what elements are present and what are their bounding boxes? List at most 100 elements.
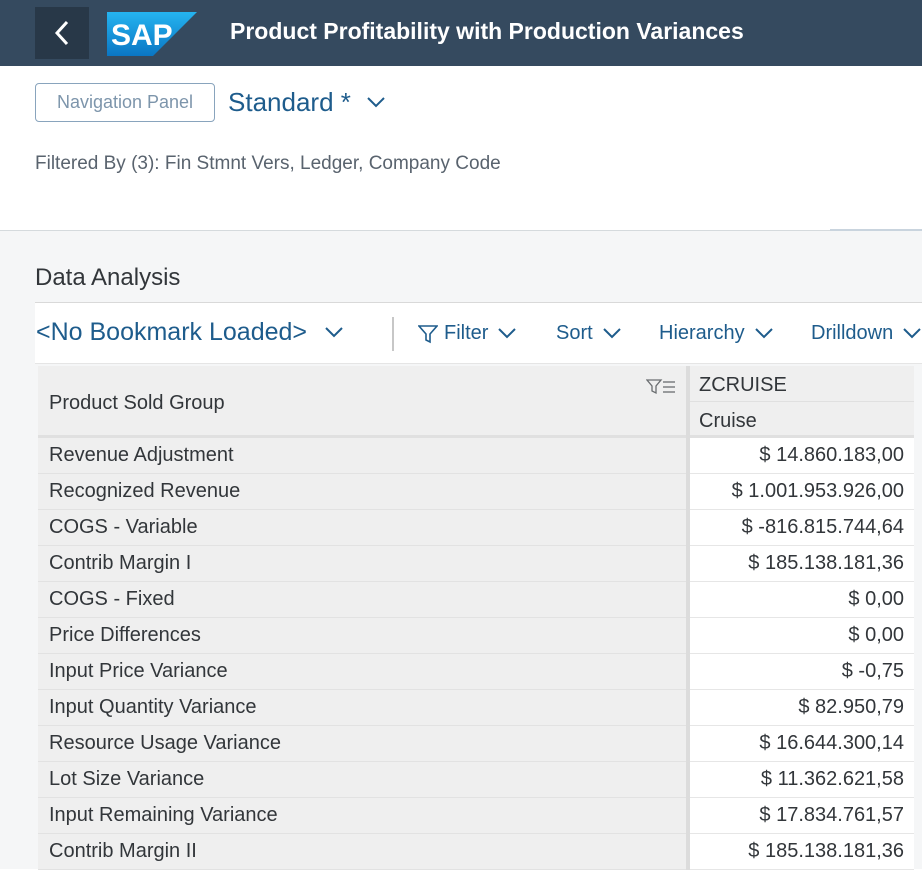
value-cell[interactable]: $ 185.138.181,36 — [690, 834, 914, 870]
navigation-panel-button[interactable]: Navigation Panel — [35, 83, 215, 122]
filtered-by-text: Filtered By (3): Fin Stmnt Vers, Ledger,… — [35, 153, 501, 174]
table-row[interactable]: COGS - Variable $ -816.815.744,64 — [38, 510, 914, 546]
cell-value: $ -0,75 — [841, 660, 904, 682]
cell-value: $ 185.138.181,36 — [748, 552, 904, 574]
row-label-cell[interactable]: COGS - Variable — [38, 510, 686, 546]
filter-sort-icon[interactable] — [646, 378, 676, 396]
table-row[interactable]: Input Price Variance $ -0,75 — [38, 654, 914, 690]
drilldown-label: Drilldown — [811, 322, 894, 344]
chevron-down-icon — [754, 328, 773, 339]
section-title: Data Analysis — [35, 264, 181, 291]
chevron-down-icon — [602, 328, 621, 339]
cell-value: $ 0,00 — [848, 588, 904, 610]
svg-text:SAP: SAP — [111, 19, 173, 52]
table-row[interactable]: COGS - Fixed $ 0,00 — [38, 582, 914, 618]
table-row[interactable]: Resource Usage Variance $ 16.644.300,14 — [38, 726, 914, 762]
row-label: Lot Size Variance — [49, 768, 205, 790]
app-title: Product Profitability with Production Va… — [230, 18, 744, 44]
filter-label: Filter — [444, 322, 489, 344]
value-cell[interactable]: $ -816.815.744,64 — [690, 510, 914, 546]
row-label: COGS - Fixed — [49, 588, 175, 610]
sort-menu-button[interactable]: Sort — [556, 322, 621, 345]
variant-name: Standard * — [228, 87, 351, 117]
row-label-cell[interactable]: Input Price Variance — [38, 654, 686, 690]
navigation-panel-label: Navigation Panel — [56, 92, 194, 112]
row-label: COGS - Variable — [49, 516, 198, 538]
bookmark-label: <No Bookmark Loaded> — [36, 318, 308, 346]
column-key-label: ZCRUISE — [699, 374, 787, 396]
row-label: Input Price Variance — [49, 660, 228, 682]
bookmark-selector[interactable]: <No Bookmark Loaded> — [36, 318, 343, 347]
cell-value: $ 11.362.621,58 — [760, 768, 904, 790]
sap-logo: SAP — [107, 12, 197, 56]
chevron-down-icon — [325, 327, 343, 338]
value-cell[interactable]: $ 14.860.183,00 — [690, 438, 914, 474]
column-text-label: Cruise — [699, 410, 757, 432]
row-label-cell[interactable]: Contrib Margin II — [38, 834, 686, 870]
value-cell[interactable]: $ 11.362.621,58 — [690, 762, 914, 798]
row-header-cell[interactable]: Product Sold Group — [38, 366, 686, 438]
hierarchy-label: Hierarchy — [659, 322, 745, 344]
table-row[interactable]: Input Remaining Variance $ 17.834.761,57 — [38, 798, 914, 834]
drilldown-menu-button[interactable]: Drilldown — [811, 322, 921, 345]
cell-value: $ 14.860.183,00 — [759, 444, 904, 466]
table-row[interactable]: Input Quantity Variance $ 82.950,79 — [38, 690, 914, 726]
filter-menu-button[interactable]: Filter — [418, 322, 517, 345]
cell-value: $ 17.834.761,57 — [759, 804, 904, 826]
chevron-down-icon — [903, 328, 921, 339]
variant-selector[interactable]: Standard * — [228, 87, 385, 118]
cell-value: $ 1.001.953.926,00 — [731, 480, 904, 502]
cell-value: $ 82.950,79 — [798, 696, 904, 718]
row-label: Input Quantity Variance — [49, 696, 257, 718]
row-label: Revenue Adjustment — [49, 444, 234, 466]
value-cell[interactable]: $ 16.644.300,14 — [690, 726, 914, 762]
row-label-cell[interactable]: COGS - Fixed — [38, 582, 686, 618]
chevron-left-icon — [54, 20, 69, 46]
value-cell[interactable]: $ 17.834.761,57 — [690, 798, 914, 834]
cell-value: $ -816.815.744,64 — [741, 516, 904, 538]
row-label-cell[interactable]: Contrib Margin I — [38, 546, 686, 582]
row-label-cell[interactable]: Lot Size Variance — [38, 762, 686, 798]
tab-indicator — [830, 229, 922, 231]
table-row[interactable]: Price Differences $ 0,00 — [38, 618, 914, 654]
value-cell[interactable]: $ 0,00 — [690, 582, 914, 618]
value-cell[interactable]: $ -0,75 — [690, 654, 914, 690]
column-separator — [686, 366, 690, 870]
row-label: Resource Usage Variance — [49, 732, 281, 754]
table-row[interactable]: Revenue Adjustment $ 14.860.183,00 — [38, 438, 914, 474]
row-label: Price Differences — [49, 624, 201, 646]
row-label: Input Remaining Variance — [49, 804, 278, 826]
value-cell[interactable]: $ 0,00 — [690, 618, 914, 654]
value-cell[interactable]: $ 185.138.181,36 — [690, 546, 914, 582]
toolbar-separator — [392, 317, 394, 351]
row-label-cell[interactable]: Input Remaining Variance — [38, 798, 686, 834]
table-row[interactable]: Contrib Margin I $ 185.138.181,36 — [38, 546, 914, 582]
row-label-cell[interactable]: Recognized Revenue — [38, 474, 686, 510]
cell-value: $ 185.138.181,36 — [748, 840, 904, 862]
row-label-cell[interactable]: Resource Usage Variance — [38, 726, 686, 762]
row-label-cell[interactable]: Price Differences — [38, 618, 686, 654]
funnel-icon — [418, 324, 438, 343]
chevron-down-icon — [367, 97, 385, 108]
row-label-cell[interactable]: Input Quantity Variance — [38, 690, 686, 726]
shell-bar: SAP Product Profitability with Productio… — [0, 0, 922, 66]
table-row[interactable]: Contrib Margin II $ 185.138.181,36 — [38, 834, 914, 870]
row-label: Recognized Revenue — [49, 480, 241, 502]
table-row[interactable]: Lot Size Variance $ 11.362.621,58 — [38, 762, 914, 798]
back-button[interactable] — [35, 7, 89, 59]
row-label: Contrib Margin I — [49, 552, 192, 574]
row-header-label: Product Sold Group — [49, 392, 225, 414]
value-cell[interactable]: $ 82.950,79 — [690, 690, 914, 726]
hierarchy-menu-button[interactable]: Hierarchy — [659, 322, 773, 345]
column-header-text[interactable]: Cruise — [690, 402, 914, 438]
column-header-key[interactable]: ZCRUISE — [690, 366, 914, 402]
row-label: Contrib Margin II — [49, 840, 197, 862]
chevron-down-icon — [498, 328, 517, 339]
sort-label: Sort — [556, 322, 593, 344]
value-cell[interactable]: $ 1.001.953.926,00 — [690, 474, 914, 510]
analysis-toolbar: <No Bookmark Loaded> Filter Sort Hierarc… — [35, 302, 922, 364]
row-label-cell[interactable]: Revenue Adjustment — [38, 438, 686, 474]
cell-value: $ 0,00 — [848, 624, 904, 646]
cell-value: $ 16.644.300,14 — [759, 732, 904, 754]
table-row[interactable]: Recognized Revenue $ 1.001.953.926,00 — [38, 474, 914, 510]
